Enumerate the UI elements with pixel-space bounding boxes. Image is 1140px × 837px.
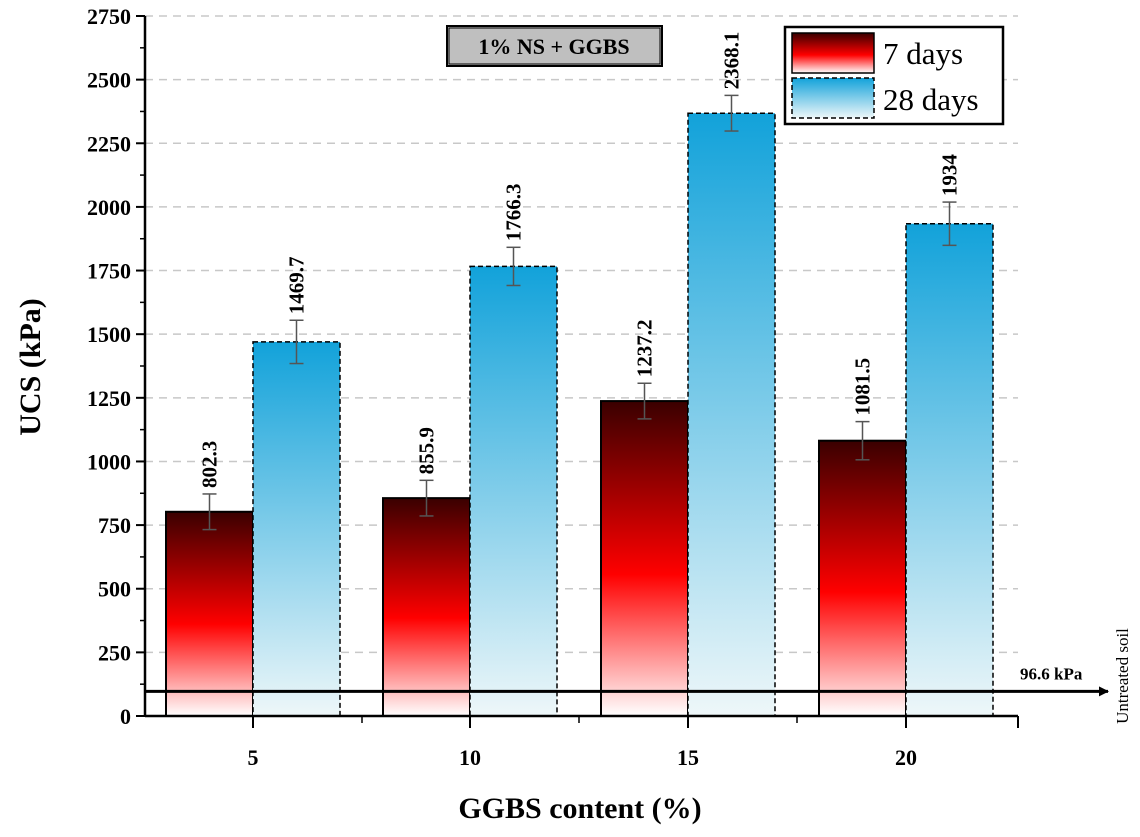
legend: 7 days 28 days	[783, 25, 1005, 126]
error-bar-28-days	[724, 94, 739, 132]
x-tick-label: 20	[895, 745, 917, 770]
y-tick-label: 1750	[87, 259, 131, 284]
bar-label-28-days: 2368.1	[720, 32, 744, 90]
bar-label-28-days: 1469.7	[285, 257, 309, 315]
error-bar-7-days	[419, 479, 434, 517]
y-tick-label: 1250	[87, 386, 131, 411]
bar-label-7-days: 802.3	[198, 441, 222, 488]
annotation-text: 1% NS + GGBS	[478, 34, 629, 59]
y-tick-label: 750	[98, 513, 131, 538]
error-bar-7-days	[855, 420, 870, 461]
axes	[136, 15, 1019, 728]
legend-label-28-days: 28 days	[883, 82, 979, 117]
bar-28-days	[252, 341, 341, 717]
legend-swatch-28-days	[791, 77, 875, 119]
error-bars	[202, 94, 957, 531]
x-tick-label: 5	[248, 745, 259, 770]
reference-value-label: 96.6 kPa	[1020, 664, 1083, 683]
annotation-box: 1% NS + GGBS	[446, 25, 663, 67]
bar-28-days	[687, 112, 776, 717]
bar-label-7-days: 1237.2	[633, 320, 657, 378]
y-tick-label: 2500	[87, 68, 131, 93]
y-tick-label: 0	[120, 704, 131, 729]
x-tick-label: 10	[459, 745, 481, 770]
error-bar-28-days	[506, 246, 521, 287]
y-axis-title: UCS (kPa)	[14, 298, 47, 436]
y-tick-label: 2750	[87, 4, 131, 29]
bars	[165, 112, 994, 717]
tick-labels: 0 250 500 750 1000 1250 1500 1750 2000 2250 2500 27…	[87, 4, 917, 770]
x-tick-label: 15	[677, 745, 699, 770]
y-tick-label: 2000	[87, 195, 131, 220]
y-tick-label: 500	[98, 577, 131, 602]
bar-7-days	[818, 439, 907, 717]
legend-label-7-days: 7 days	[883, 36, 963, 71]
legend-swatch-7-days	[791, 32, 875, 74]
reference-line: 96.6 kPa Untreated soil	[145, 628, 1132, 724]
y-tick-label: 2250	[87, 131, 131, 156]
x-axis-title: GGBS content (%)	[458, 792, 701, 825]
bar-7-days	[600, 400, 689, 717]
bar-label-28-days: 1934	[938, 154, 962, 197]
bar-28-days	[905, 222, 994, 717]
bar-label-7-days: 855.9	[415, 427, 439, 474]
y-tick-label: 250	[98, 640, 131, 665]
error-bar-7-days	[202, 493, 217, 531]
y-tick-label: 1000	[87, 449, 131, 474]
error-bar-7-days	[637, 382, 652, 420]
bar-7-days	[382, 497, 471, 717]
reference-side-label: Untreated soil	[1113, 628, 1132, 724]
bar-label-28-days: 1766.3	[502, 184, 526, 242]
bar-28-days	[469, 265, 558, 717]
error-bar-28-days	[942, 201, 957, 247]
bar-value-labels: 802.3 1469.7 855.9 1766.3 1237.2 2368.1 1081.5…	[198, 32, 962, 488]
y-tick-label: 1500	[87, 322, 131, 347]
bar-label-7-days: 1081.5	[851, 358, 875, 416]
bar-7-days	[165, 510, 254, 717]
error-bar-28-days	[289, 319, 304, 365]
